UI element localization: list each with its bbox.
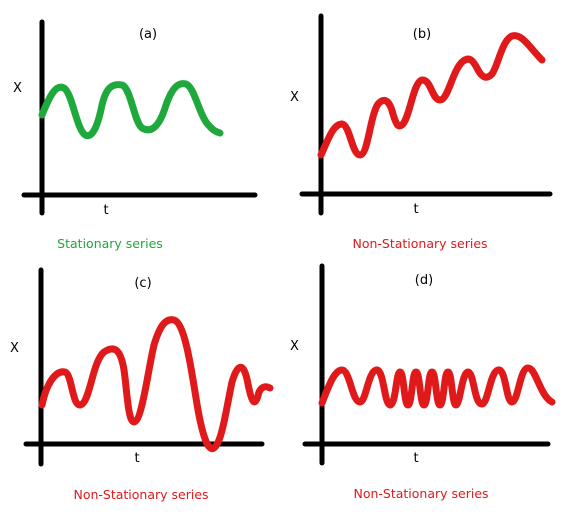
panel-c-x-label: t — [134, 451, 139, 466]
panel-a: (a) X t Stationary series — [13, 19, 258, 251]
panel-b-series-line — [317, 32, 546, 159]
panel-a-tag: (a) — [139, 27, 157, 42]
panel-d-x-label: t — [413, 451, 418, 466]
panel-d-tag: (d) — [415, 273, 433, 288]
panel-b: (b) X t Non-Stationary series — [290, 13, 553, 251]
panel-c-tag: (c) — [134, 276, 151, 291]
panel-a-x-label: t — [103, 203, 108, 218]
panel-d-series-line — [318, 364, 556, 409]
panel-a-caption: Stationary series — [57, 236, 163, 251]
panel-c-caption: Non-Stationary series — [73, 487, 208, 502]
panel-c: (c) X t Non-Stationary series — [10, 267, 274, 502]
panel-b-caption: Non-Stationary series — [352, 236, 487, 251]
panel-c-series-line — [38, 316, 274, 453]
panel-b-x-label: t — [413, 202, 418, 217]
panel-a-series-line — [38, 80, 224, 140]
panel-d-y-label: X — [290, 339, 299, 354]
panel-d: (d) X t Non-Stationary series — [290, 263, 556, 501]
panel-b-y-label: X — [290, 90, 299, 105]
panel-c-y-label: X — [10, 341, 19, 356]
panel-d-caption: Non-Stationary series — [353, 486, 488, 501]
panel-a-y-label: X — [13, 81, 22, 96]
panel-b-tag: (b) — [413, 27, 431, 42]
